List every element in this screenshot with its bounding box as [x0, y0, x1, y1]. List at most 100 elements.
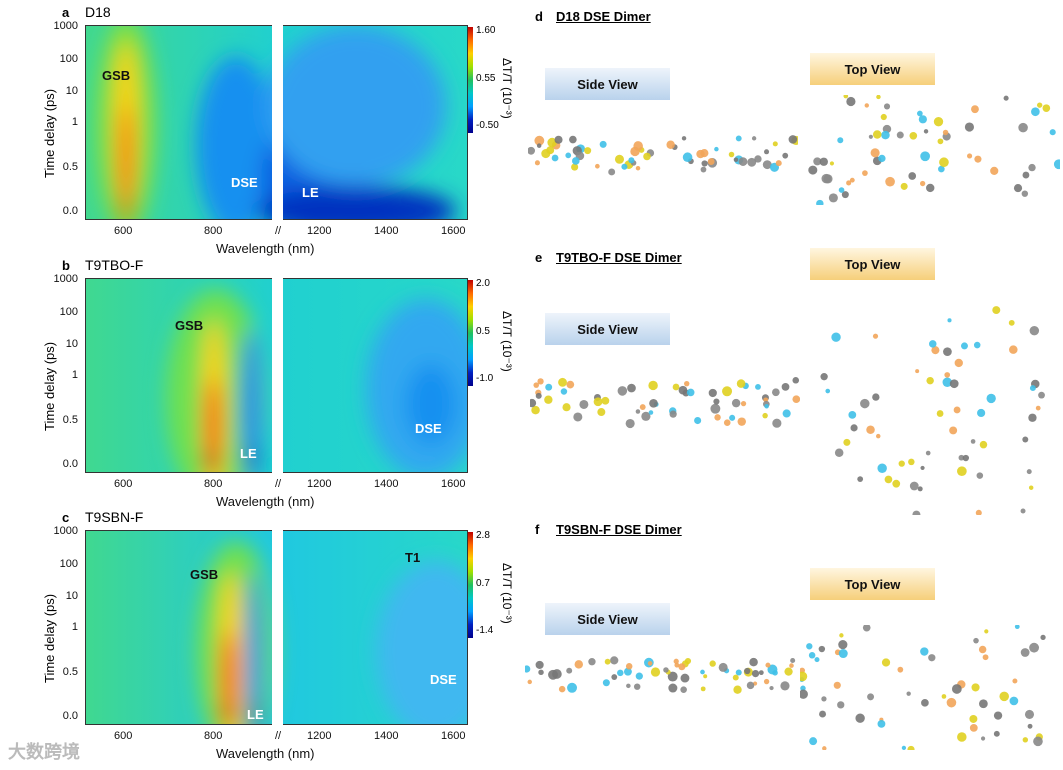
panel-label: b — [62, 258, 70, 273]
heatmap-feature — [248, 703, 260, 723]
top-view-label: Top View — [810, 568, 935, 600]
y-tick-label: 1 — [71, 116, 78, 128]
molecule-orbital-render — [800, 625, 1046, 750]
x-tick-label: 800 — [204, 478, 223, 490]
panel-title: T9SBN-F — [85, 509, 144, 525]
x-tick-label: 1200 — [307, 225, 332, 237]
annotation-dse: DSE — [415, 421, 442, 436]
colorbar — [468, 27, 473, 133]
annotation-le: LE — [302, 185, 319, 200]
x-axis-label: Wavelength (nm) — [216, 494, 315, 509]
heatmap-feature — [245, 449, 257, 469]
molecule-orbital-render — [528, 135, 798, 176]
panel-title: T9TBO-F — [85, 257, 144, 273]
panel-label: f — [535, 522, 540, 537]
molecule-orbital-render — [808, 95, 1060, 205]
annotation-gsb: GSB — [175, 318, 204, 333]
x-tick-label: 800 — [204, 225, 223, 237]
heatmap-feature — [256, 186, 456, 219]
y-tick-label: 1 — [71, 369, 78, 381]
x-tick-label: 1400 — [374, 225, 399, 237]
panel-label: c — [62, 510, 70, 525]
heatmap-feature — [196, 56, 276, 219]
x-tick-label: 1200 — [307, 478, 332, 490]
molecule-orbital-render — [525, 656, 796, 694]
y-tick-label: 0.0 — [62, 710, 78, 722]
x-tick-label: 600 — [114, 225, 133, 237]
y-tick-label: 0.0 — [62, 205, 78, 217]
y-tick-label: 100 — [59, 558, 78, 570]
x-tick-label: 1400 — [374, 478, 399, 490]
annotation-gsb: GSB — [102, 68, 131, 83]
side-view-label: Side View — [545, 313, 670, 345]
x-axis-label: Wavelength (nm) — [216, 746, 315, 761]
panel-title: D18 DSE Dimer — [556, 9, 651, 24]
colorbar-tick: 0.5 — [476, 326, 490, 337]
x-tick-label: 1400 — [374, 730, 399, 742]
y-tick-label: 10 — [65, 338, 78, 350]
y-tick-label: 0.5 — [62, 666, 78, 678]
colorbar-tick: -0.50 — [476, 120, 499, 131]
y-tick-label: 10 — [65, 85, 78, 97]
colorbar-tick: 0.7 — [476, 578, 490, 589]
panel-title: T9SBN-F DSE Dimer — [556, 522, 682, 537]
colorbar-tick: 0.55 — [476, 73, 496, 84]
colorbar-tick: 2.0 — [476, 278, 490, 289]
heatmap-feature — [120, 106, 132, 219]
y-tick-label: 1 — [71, 621, 78, 633]
heatmap-panel-c: c T9SBN-F 600 800 1200 1400 1600 1000 100 10 1 0.… — [0, 505, 520, 761]
colorbar-label: ΔT/T (10⁻³) — [500, 311, 514, 372]
y-tick-label: 1000 — [53, 20, 78, 32]
y-tick-label: 0.5 — [62, 161, 78, 173]
heatmap-panel-a: a D18 600 800 1200 1400 1600 1000 100 10 1 0.5 0.0… — [0, 0, 520, 256]
annotation-gsb: GSB — [190, 567, 219, 582]
annotation-dse: DSE — [231, 175, 258, 190]
heatmap-feature — [203, 453, 219, 469]
panel-label: d — [535, 9, 543, 24]
panel-label: a — [62, 5, 70, 20]
colorbar-tick: -1.4 — [476, 625, 494, 636]
side-view-label: Side View — [545, 68, 670, 100]
top-view-label: Top View — [810, 53, 935, 85]
y-tick-label: 0.0 — [62, 458, 78, 470]
heatmap-feature — [246, 571, 262, 724]
y-tick-label: 1000 — [53, 525, 78, 537]
heatmap-feature — [376, 561, 467, 724]
x-tick-label: 800 — [204, 730, 223, 742]
y-tick-label: 0.5 — [62, 414, 78, 426]
heatmap-feature — [221, 631, 237, 724]
colorbar-label: ΔT/T (10⁻³) — [500, 58, 514, 119]
panel-label: e — [535, 250, 543, 265]
axis-break — [272, 530, 283, 726]
heatmap-panel-b: b T9TBO-F 600 800 1200 1400 1600 1000 100 10 1 0.… — [0, 253, 520, 509]
x-tick-label: 1600 — [441, 730, 466, 742]
y-axis-label: Time delay (ps) — [42, 341, 57, 431]
x-tick-label: 600 — [114, 730, 133, 742]
top-view-label: Top View — [810, 248, 935, 280]
annotation-dse: DSE — [430, 672, 457, 687]
molecule-orbital-render — [530, 376, 800, 429]
heatmap-feature — [218, 708, 234, 720]
annotation-t1: T1 — [405, 550, 421, 565]
heatmap-feature — [406, 364, 456, 444]
panel-title: T9TBO-F DSE Dimer — [556, 250, 682, 265]
colorbar — [468, 280, 473, 386]
break-mark: // — [275, 730, 282, 742]
panel-title: D18 — [85, 4, 111, 20]
axis-break — [272, 278, 283, 474]
heatmap-feature — [205, 379, 221, 472]
x-tick-label: 1200 — [307, 730, 332, 742]
x-tick-label: 1600 — [441, 225, 466, 237]
heatmap-feature — [266, 26, 446, 186]
x-tick-label: 600 — [114, 478, 133, 490]
watermark: 大数跨境 — [8, 742, 80, 762]
y-tick-label: 1000 — [53, 273, 78, 285]
molecule-orbital-render — [820, 306, 1045, 515]
annotation-le: LE — [240, 446, 257, 461]
break-mark: // — [275, 478, 282, 490]
colorbar-tick: -1.0 — [476, 373, 494, 384]
break-mark: // — [275, 225, 282, 237]
colorbar-label: ΔT/T (10⁻³) — [500, 563, 514, 624]
heatmap-feature — [121, 203, 131, 219]
